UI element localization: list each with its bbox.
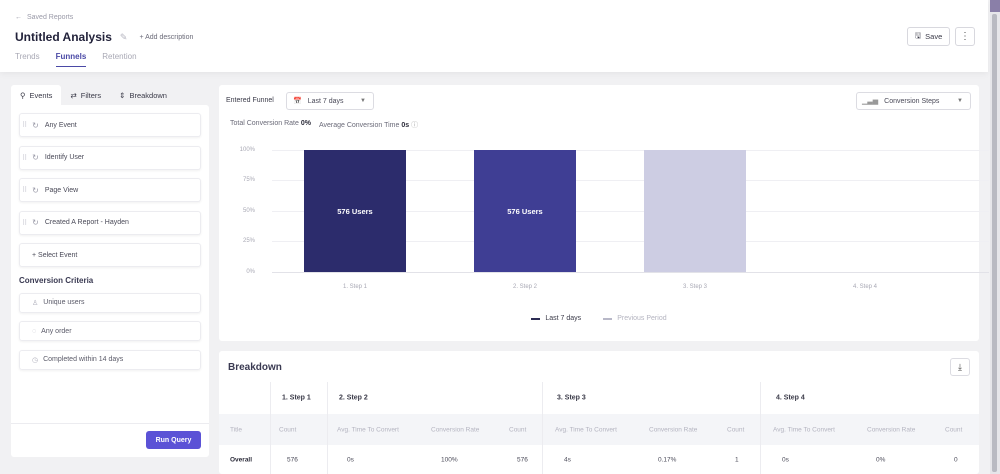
criteria-unique-users[interactable]: ♙ Unique users <box>19 292 201 313</box>
bar-step-3[interactable] <box>644 150 746 272</box>
criteria-any-order[interactable]: ◌ Any order <box>19 321 201 341</box>
scrollbar-top-widget <box>990 0 1000 12</box>
column-header-row: Title Count Avg. Time To Convert Convers… <box>219 414 979 445</box>
breakdown-card: Breakdown ⤓ 1. Step 1 2. Step 2 3. Step … <box>219 351 979 474</box>
solid-line-icon <box>531 317 541 320</box>
bar-step-1[interactable]: 576 Users <box>304 150 406 272</box>
add-description-button[interactable]: + Add description <box>139 33 194 41</box>
order-icon: ◌ <box>32 327 37 335</box>
floppy-disk-icon: 🖫 <box>914 31 922 40</box>
scrollbar-thumb[interactable] <box>992 14 997 472</box>
page-title[interactable]: Untitled Analysis <box>15 30 112 44</box>
bar-step-2[interactable]: 576 Users <box>474 150 576 272</box>
report-header: ← Saved Reports Untitled Analysis ✎ + Ad… <box>0 0 988 72</box>
dashed-line-icon <box>603 317 613 320</box>
query-builder-panel: ⚲ Events ⇄ Filters ⇕ Breakdown ⠿ ↻ Any E… <box>11 85 209 457</box>
tab-trends[interactable]: Trends <box>15 52 40 61</box>
report-type-tabs: Trends Funnels Retention <box>15 52 137 67</box>
drag-handle-icon[interactable]: ⠿ <box>22 122 27 129</box>
run-query-button[interactable]: Run Query <box>146 431 201 449</box>
refresh-icon: ↻ <box>32 120 39 130</box>
save-button[interactable]: 🖫 Save <box>907 27 950 46</box>
back-to-saved-reports-link[interactable]: ← Saved Reports <box>15 14 74 21</box>
bar-chart-icon: ▁▃▅ <box>862 98 879 105</box>
refresh-icon: ↻ <box>32 185 39 195</box>
caret-down-icon: ▼ <box>957 98 963 104</box>
date-range-select[interactable]: 📅 Last 7 days ▼ <box>286 92 374 110</box>
event-step-2[interactable]: ⠿ ↻ Identify User <box>19 145 201 170</box>
breakdown-icon: ⇕ <box>119 90 126 100</box>
caret-down-icon: ▼ <box>360 98 366 104</box>
total-conversion-rate: Total Conversion Rate 0% <box>230 120 311 127</box>
drag-handle-icon[interactable]: ⠿ <box>22 219 27 227</box>
chart-legend: Last 7 days Previous Period <box>219 315 979 322</box>
tab-breakdown[interactable]: ⇕ Breakdown <box>119 90 167 100</box>
entered-funnel-label: Entered Funnel <box>226 97 274 104</box>
info-icon[interactable]: ⓘ <box>411 122 419 129</box>
table-row[interactable]: Overall 576 0s 100% 576 4s 0.17% 1 0s 0%… <box>230 456 958 463</box>
filters-icon: ⇄ <box>70 90 77 100</box>
page-scrollbar[interactable] <box>990 0 1000 474</box>
breakdown-heading: Breakdown <box>228 362 282 373</box>
calendar-icon: 📅 <box>293 98 302 105</box>
funnel-chart-card: Entered Funnel 📅 Last 7 days ▼ ▁▃▅ Conve… <box>219 85 989 341</box>
funnel-stats: Total Conversion Rate 0% Average Convers… <box>230 120 418 130</box>
legend-last-7-days[interactable]: Last 7 days <box>531 315 581 322</box>
event-step-4[interactable]: ⠿ ↻ Created A Report - Hayden <box>19 210 201 235</box>
criteria-completed-within[interactable]: ◷ Completed within 14 days <box>19 349 201 370</box>
drag-handle-icon[interactable]: ⠿ <box>22 187 27 194</box>
user-icon: ♙ <box>32 299 39 307</box>
tab-events[interactable]: ⚲ Events <box>11 85 62 105</box>
refresh-icon: ↻ <box>32 153 39 162</box>
chart-view-select[interactable]: ▁▃▅ Conversion Steps ▼ <box>856 92 971 110</box>
tab-retention[interactable]: Retention <box>102 52 137 61</box>
drag-handle-icon[interactable]: ⠿ <box>22 154 27 162</box>
step-header-row: 1. Step 1 2. Step 2 3. Step 3 4. Step 4 <box>282 394 805 402</box>
funnel-bar-chart: 100% 75% 50% 25% 0% 576 Users 576 Users … <box>219 145 989 300</box>
arrow-left-icon: ← <box>15 14 22 21</box>
more-options-button[interactable]: ⋮ <box>955 27 975 46</box>
event-step-1[interactable]: ⠿ ↻ Any Event <box>19 113 201 137</box>
panel-footer-divider <box>11 423 209 424</box>
clock-icon: ◷ <box>32 356 39 364</box>
average-conversion-time: Average Conversion Time 0s ⓘ <box>318 122 419 129</box>
event-step-3[interactable]: ⠿ ↻ Page View <box>19 178 201 202</box>
legend-previous-period[interactable]: Previous Period <box>603 315 667 322</box>
conversion-criteria-heading: Conversion Criteria <box>19 275 94 285</box>
download-button[interactable]: ⤓ <box>950 358 970 376</box>
download-icon: ⤓ <box>958 361 962 372</box>
tab-funnels[interactable]: Funnels <box>55 52 87 67</box>
pencil-icon[interactable]: ✎ <box>119 31 128 42</box>
select-event-button[interactable]: + Select Event <box>19 243 201 267</box>
tab-filters[interactable]: ⇄ Filters <box>70 90 102 100</box>
events-icon: ⚲ <box>20 90 26 100</box>
refresh-icon: ↻ <box>32 218 39 227</box>
